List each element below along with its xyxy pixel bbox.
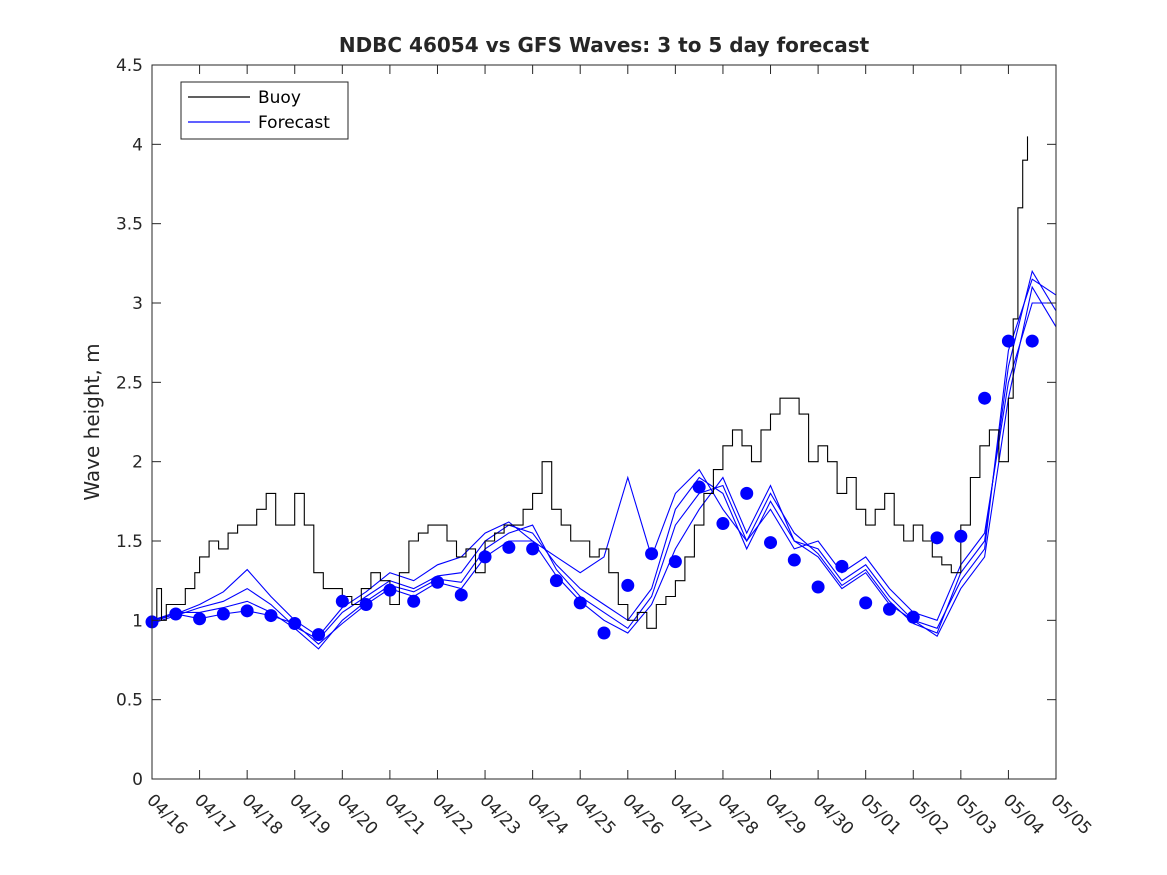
forecast-point	[668, 555, 682, 569]
forecast-point	[1025, 334, 1039, 348]
legend-forecast-label: Forecast	[258, 113, 330, 133]
forecast-line-1	[151, 269, 1057, 650]
forecast-point	[335, 594, 349, 608]
y-tick-label: 4	[132, 135, 143, 155]
points-layer	[145, 334, 1039, 642]
forecast-point	[621, 578, 635, 592]
legend-buoy-label: Buoy	[258, 88, 301, 108]
series-layer	[151, 136, 1057, 650]
forecast-point	[288, 617, 302, 631]
buoy-line	[152, 136, 1029, 629]
forecast-point	[740, 486, 754, 500]
plot-area	[152, 65, 1056, 779]
forecast-line-3	[151, 302, 1056, 637]
y-tick-label: 1.5	[116, 532, 143, 552]
y-tick-label: 0	[132, 770, 143, 790]
axes-box	[151, 64, 1057, 780]
forecast-point	[978, 391, 992, 405]
y-axis-label: Wave height, m	[80, 343, 104, 500]
forecast-point	[502, 540, 516, 554]
forecast-point	[954, 529, 968, 543]
chart-title: NDBC 46054 vs GFS Waves: 3 to 5 day fore…	[339, 33, 870, 57]
forecast-point	[882, 602, 896, 616]
forecast-point	[597, 626, 611, 640]
forecast-point	[787, 553, 801, 567]
forecast-point	[859, 596, 873, 610]
forecast-point	[216, 607, 230, 621]
forecast-point	[383, 583, 397, 597]
forecast-point	[240, 604, 254, 618]
forecast-line-2	[151, 278, 1057, 641]
forecast-point	[478, 550, 492, 564]
forecast-point	[906, 610, 920, 624]
forecast-point	[811, 580, 825, 594]
forecast-point	[430, 575, 444, 589]
y-tick-label: 3	[132, 294, 143, 314]
y-tick-label: 0.5	[116, 691, 143, 711]
forecast-point	[835, 559, 849, 573]
forecast-point	[193, 612, 207, 626]
forecast-point	[312, 628, 326, 642]
y-tick-label: 4.5	[116, 56, 143, 76]
forecast-point	[573, 596, 587, 610]
forecast-point	[169, 607, 183, 621]
forecast-point	[645, 547, 659, 561]
forecast-point	[930, 531, 944, 545]
forecast-point	[1001, 334, 1015, 348]
forecast-point	[407, 594, 421, 608]
forecast-point	[264, 609, 278, 623]
forecast-point	[549, 574, 563, 588]
forecast-point	[526, 542, 540, 556]
forecast-point	[764, 536, 778, 550]
forecast-point	[359, 597, 373, 611]
legend: Buoy Forecast	[180, 81, 349, 140]
forecast-point	[454, 588, 468, 602]
forecast-point	[716, 517, 730, 531]
forecast-point	[692, 480, 706, 494]
legend-box	[180, 81, 349, 140]
y-tick-label: 2.5	[116, 373, 143, 393]
y-tick-label: 2	[132, 453, 143, 473]
y-tick-label: 1	[132, 611, 143, 631]
y-tick-label: 3.5	[116, 215, 143, 235]
